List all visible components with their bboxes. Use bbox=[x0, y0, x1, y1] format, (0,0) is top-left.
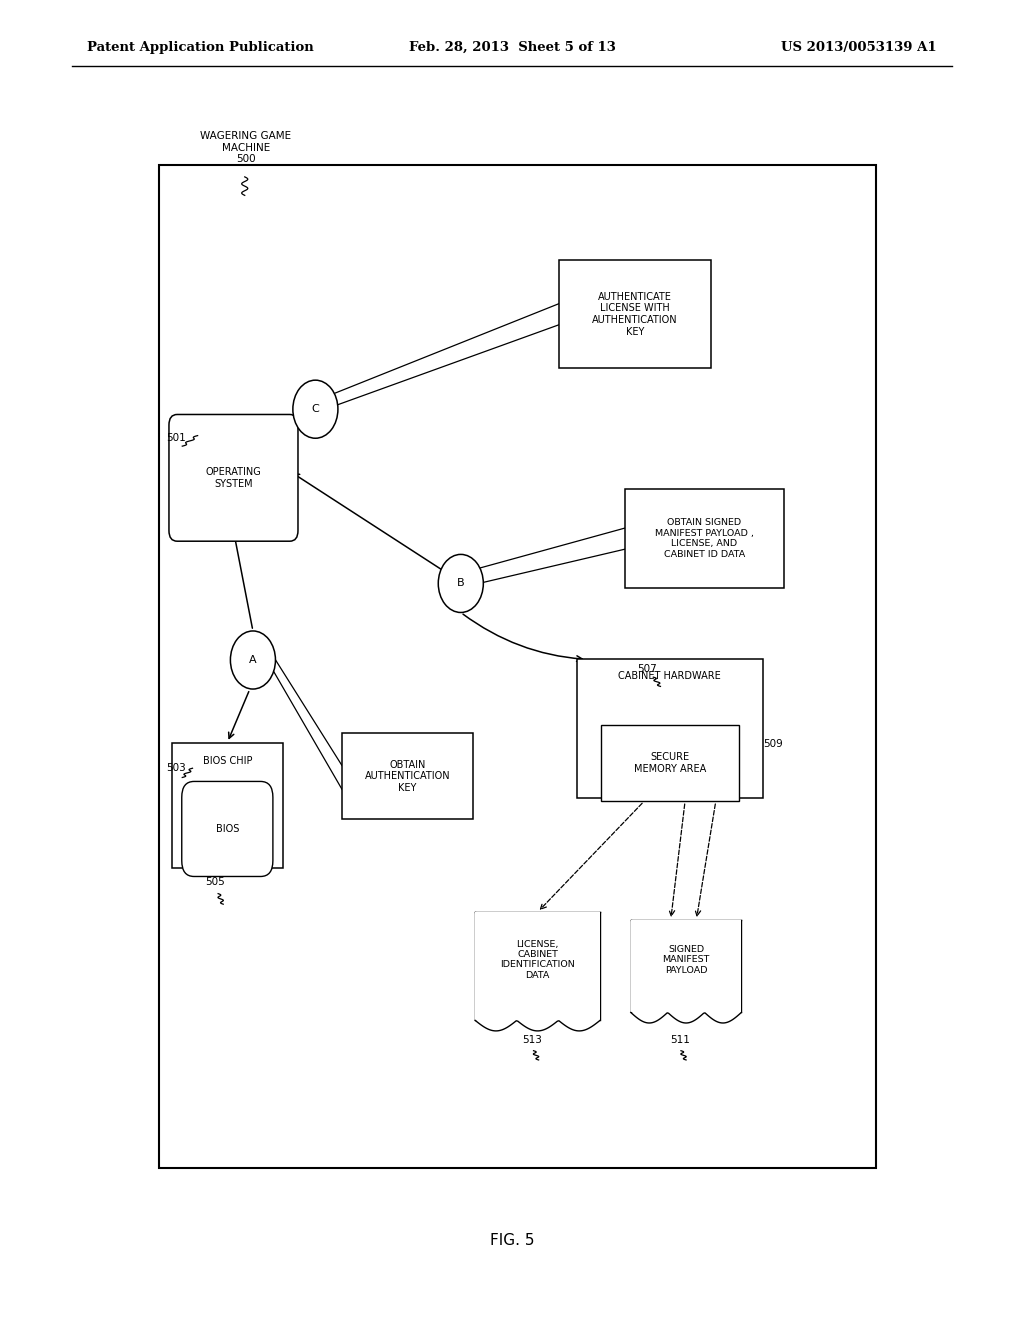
Bar bbox=[559, 260, 711, 368]
Text: WAGERING GAME
MACHINE
500: WAGERING GAME MACHINE 500 bbox=[201, 131, 291, 165]
Text: FIG. 5: FIG. 5 bbox=[489, 1233, 535, 1249]
Text: 511: 511 bbox=[670, 1035, 690, 1045]
Bar bbox=[631, 920, 741, 1012]
Text: A: A bbox=[249, 655, 257, 665]
Text: OPERATING
SYSTEM: OPERATING SYSTEM bbox=[206, 467, 261, 488]
Text: 513: 513 bbox=[522, 1035, 543, 1045]
FancyBboxPatch shape bbox=[182, 781, 272, 876]
Circle shape bbox=[438, 554, 483, 612]
FancyBboxPatch shape bbox=[169, 414, 298, 541]
Text: BIOS: BIOS bbox=[216, 824, 239, 834]
Text: BIOS CHIP: BIOS CHIP bbox=[203, 756, 252, 766]
Bar bbox=[577, 659, 763, 797]
Bar bbox=[600, 725, 739, 801]
Text: C: C bbox=[311, 404, 319, 414]
Text: B: B bbox=[457, 578, 465, 589]
Bar bbox=[625, 490, 784, 589]
Text: SIGNED
MANIFEST
PAYLOAD: SIGNED MANIFEST PAYLOAD bbox=[663, 945, 710, 974]
Text: 501: 501 bbox=[166, 433, 185, 444]
Text: 507: 507 bbox=[637, 664, 656, 675]
Circle shape bbox=[230, 631, 275, 689]
Text: LICENSE,
CABINET
IDENTIFICATION
DATA: LICENSE, CABINET IDENTIFICATION DATA bbox=[501, 940, 574, 979]
Bar bbox=[342, 734, 473, 818]
Text: CABINET HARDWARE: CABINET HARDWARE bbox=[618, 672, 721, 681]
Text: AUTHENTICATE
LICENSE WITH
AUTHENTICATION
KEY: AUTHENTICATE LICENSE WITH AUTHENTICATION… bbox=[592, 292, 678, 337]
Text: SECURE
MEMORY AREA: SECURE MEMORY AREA bbox=[634, 752, 706, 774]
Text: 503: 503 bbox=[166, 763, 185, 774]
Text: Patent Application Publication: Patent Application Publication bbox=[87, 41, 313, 54]
Text: US 2013/0053139 A1: US 2013/0053139 A1 bbox=[781, 41, 937, 54]
Text: Feb. 28, 2013  Sheet 5 of 13: Feb. 28, 2013 Sheet 5 of 13 bbox=[409, 41, 615, 54]
Bar bbox=[475, 912, 600, 1020]
Text: OBTAIN
AUTHENTICATION
KEY: OBTAIN AUTHENTICATION KEY bbox=[365, 759, 451, 793]
Circle shape bbox=[293, 380, 338, 438]
Text: 509: 509 bbox=[763, 739, 782, 750]
Bar bbox=[159, 165, 876, 1168]
Bar bbox=[172, 742, 283, 869]
Text: 505: 505 bbox=[205, 876, 225, 887]
Text: OBTAIN SIGNED
MANIFEST PAYLOAD ,
LICENSE, AND
CABINET ID DATA: OBTAIN SIGNED MANIFEST PAYLOAD , LICENSE… bbox=[655, 519, 754, 558]
